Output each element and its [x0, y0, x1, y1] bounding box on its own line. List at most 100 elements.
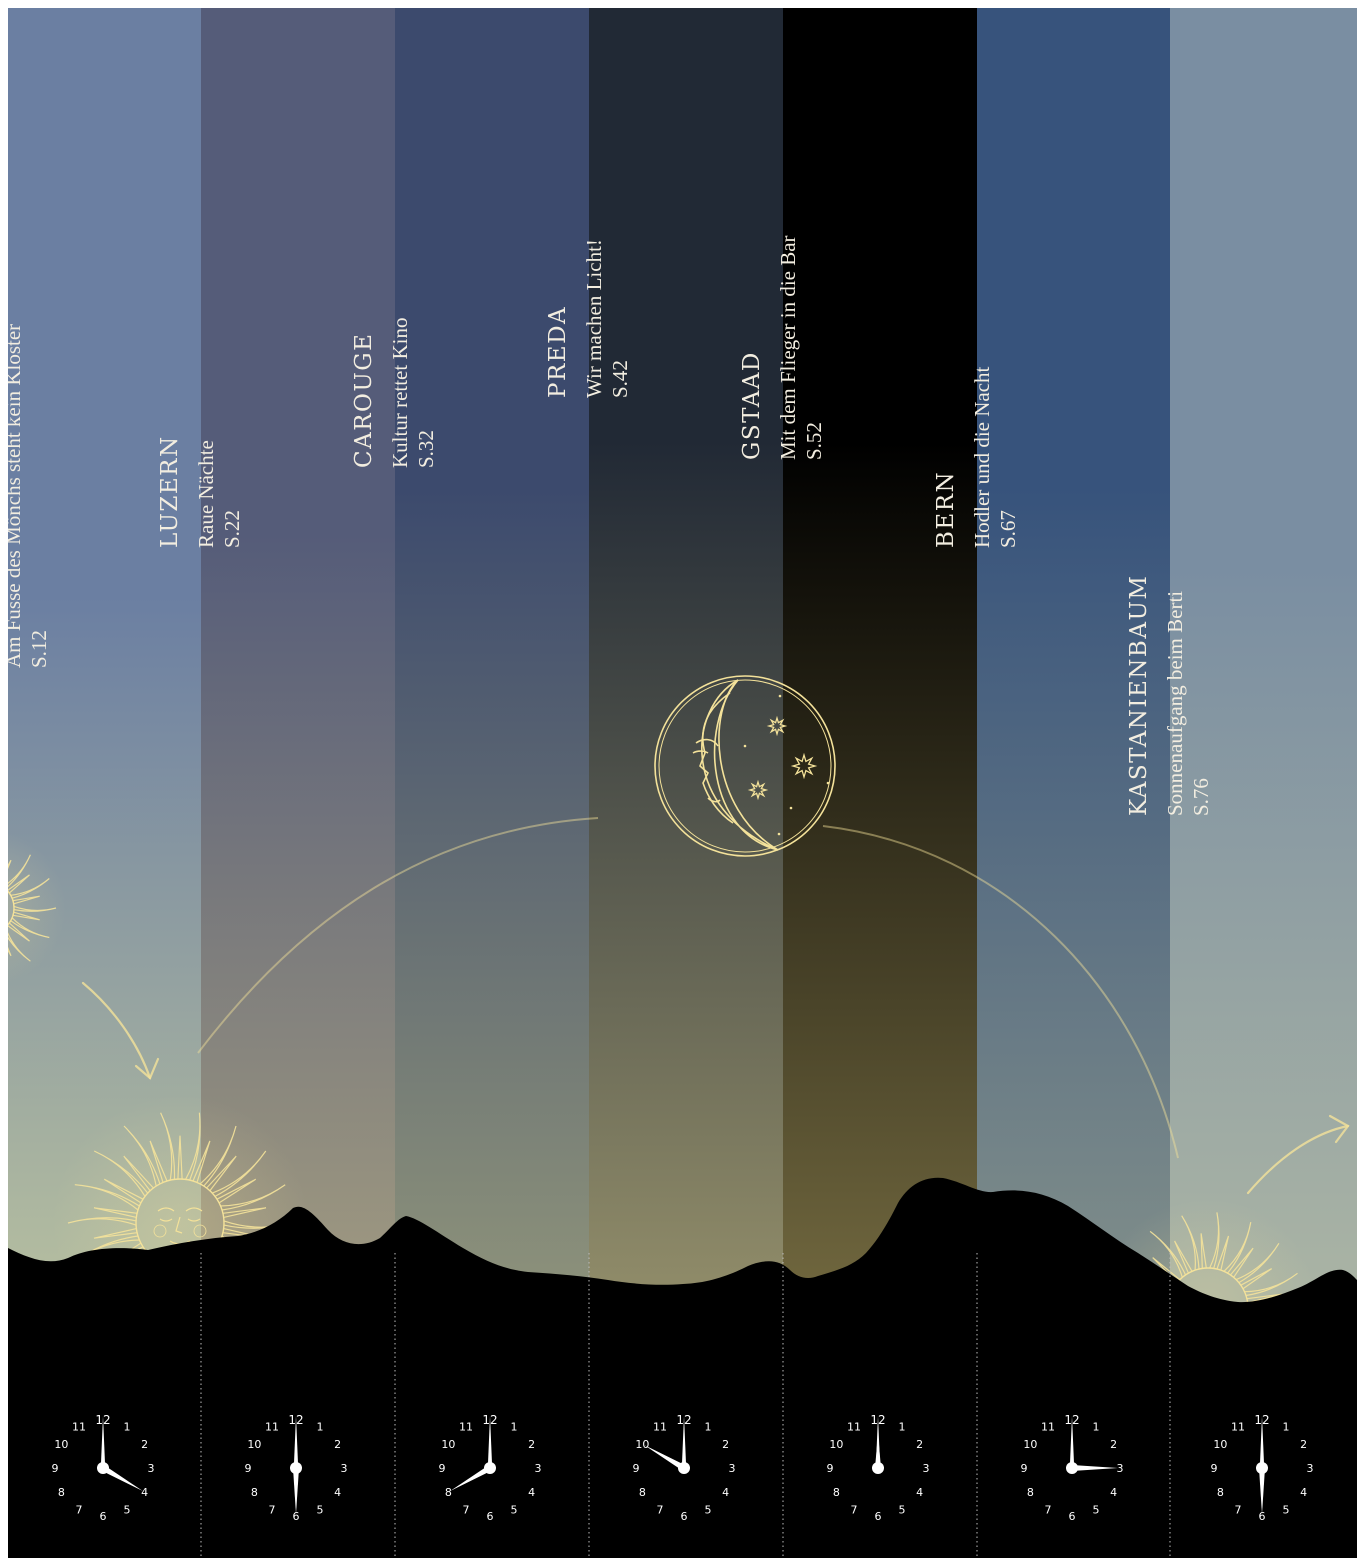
minute-hand [487, 1416, 493, 1468]
page-number: S.32 [414, 430, 438, 468]
clock-center [96, 1462, 109, 1474]
clock-numeral: 9 [1210, 1462, 1217, 1475]
clock-numeral: 3 [1306, 1462, 1313, 1475]
story-label: CAROUGE Kultur rettet Kino S.32 [341, 318, 439, 468]
clock-numeral: 1 [1092, 1420, 1099, 1433]
clock-numeral: 6 [293, 1510, 300, 1523]
clock-numeral: 7 [269, 1504, 276, 1517]
clock-center [484, 1462, 496, 1474]
clock-numeral: 5 [317, 1504, 324, 1517]
clock-numeral: 9 [827, 1462, 834, 1475]
clock-numeral: 9 [439, 1462, 446, 1475]
clock-numeral: 6 [681, 1510, 688, 1523]
clock-center [1065, 1462, 1078, 1474]
clock-numeral: 11 [1041, 1420, 1055, 1433]
clock-numeral: 9 [633, 1462, 640, 1475]
clock-numeral: 3 [923, 1462, 930, 1475]
clock-center [290, 1462, 302, 1474]
clock-icon: 121234567891011 [236, 1408, 356, 1528]
story-label: PREDA Wir machen Licht! S.42 [535, 239, 633, 398]
clock-numeral: 4 [916, 1486, 923, 1499]
clock-numeral: 8 [57, 1486, 64, 1499]
clock-numeral: 1 [899, 1420, 906, 1433]
clock-numeral: 7 [1044, 1504, 1051, 1517]
clock-icon: 121234567891011 [430, 1408, 550, 1528]
clock-numeral: 7 [1234, 1504, 1241, 1517]
clock-numeral: 11 [265, 1420, 279, 1433]
clock-numeral: 3 [147, 1462, 154, 1475]
clock-numeral: 1 [317, 1420, 324, 1433]
story-label: BERN Hodler und die Nacht S.67 [923, 367, 1021, 548]
clock-numeral: 10 [829, 1438, 843, 1451]
clock-numeral: 8 [833, 1486, 840, 1499]
story-title: Sonnenaufgang beim Berti [1163, 590, 1187, 816]
story-label: LUZERN Raue Nächte S.22 [147, 435, 245, 548]
clock-numeral: 3 [341, 1462, 348, 1475]
star-icon [743, 694, 830, 836]
clock-numeral: 1 [511, 1420, 518, 1433]
clock-numeral: 11 [72, 1420, 86, 1433]
clock-numeral: 4 [141, 1486, 148, 1499]
hour-hand [644, 1445, 686, 1471]
clock-numeral: 10 [1213, 1438, 1227, 1451]
hour-hand [450, 1465, 492, 1491]
page-number: S.22 [220, 510, 244, 548]
clock-numeral: 6 [1068, 1510, 1075, 1523]
page-number: S.12 [27, 630, 51, 668]
clock-numeral: 10 [635, 1438, 649, 1451]
page-number: S.67 [996, 510, 1020, 548]
clock-numeral: 1 [705, 1420, 712, 1433]
clock-icon: 121234567891011 [818, 1408, 938, 1528]
arrow-icon [81, 981, 160, 1080]
clock-numeral: 2 [334, 1438, 341, 1451]
clock-numeral: 10 [441, 1438, 455, 1451]
minute-hand [293, 1416, 299, 1468]
story-title: Kultur rettet Kino [388, 317, 412, 468]
story-title: Mit dem Flieger in die Bar [776, 235, 800, 460]
page-number: S.42 [608, 360, 632, 398]
sun-path-arc [197, 817, 599, 1054]
crescent-moon-face-icon [654, 675, 836, 857]
clock-numeral: 7 [75, 1504, 82, 1517]
clock-numeral: 2 [141, 1438, 148, 1451]
clock-numeral: 5 [123, 1504, 130, 1517]
hour-hand [875, 1434, 881, 1468]
clock-numeral: 9 [51, 1462, 58, 1475]
clock-numeral: 2 [722, 1438, 729, 1451]
clock-numeral: 10 [1023, 1438, 1037, 1451]
city-name: LUZERN [157, 435, 183, 548]
clock-numeral: 10 [54, 1438, 68, 1451]
clock-numeral: 11 [847, 1420, 861, 1433]
story-title: Wir machen Licht! [582, 239, 606, 398]
clock-numeral: 5 [1092, 1504, 1099, 1517]
clock-numeral: 10 [247, 1438, 261, 1451]
clock-numeral: 9 [1020, 1462, 1027, 1475]
clock-center [678, 1462, 690, 1474]
clock-numeral: 3 [1116, 1462, 1123, 1475]
clock-numeral: 6 [1258, 1510, 1265, 1523]
city-name: KASTANIENBAUM [1126, 574, 1152, 816]
clock-numeral: 8 [1216, 1486, 1223, 1499]
clock-numeral: 7 [463, 1504, 470, 1517]
clock-center [872, 1462, 884, 1474]
city-name: PREDA [545, 305, 571, 398]
clock-numeral: 3 [535, 1462, 542, 1475]
clock-icon: 121234567891011 [1202, 1408, 1322, 1528]
clock-numeral: 11 [459, 1420, 473, 1433]
clock-numeral: 1 [1282, 1420, 1289, 1433]
clock-numeral: 6 [99, 1510, 106, 1523]
clock-numeral: 4 [722, 1486, 729, 1499]
clock-numeral: 2 [1110, 1438, 1117, 1451]
page-number: S.52 [802, 422, 826, 460]
artwork [8, 675, 1357, 1558]
clock-numeral: 1 [123, 1420, 130, 1433]
clock-numeral: 3 [729, 1462, 736, 1475]
clock-numeral: 2 [916, 1438, 923, 1451]
hour-hand [293, 1468, 299, 1514]
clock-numeral: 5 [1282, 1504, 1289, 1517]
clock-icon: 121234567891011 [43, 1408, 163, 1528]
clock-icon: 121234567891011 [1012, 1408, 1132, 1528]
story-title: Am Fusse des Mönchs steht kein Kloster [8, 323, 25, 668]
clock-numeral: 7 [851, 1504, 858, 1517]
clock-center [1255, 1462, 1268, 1474]
